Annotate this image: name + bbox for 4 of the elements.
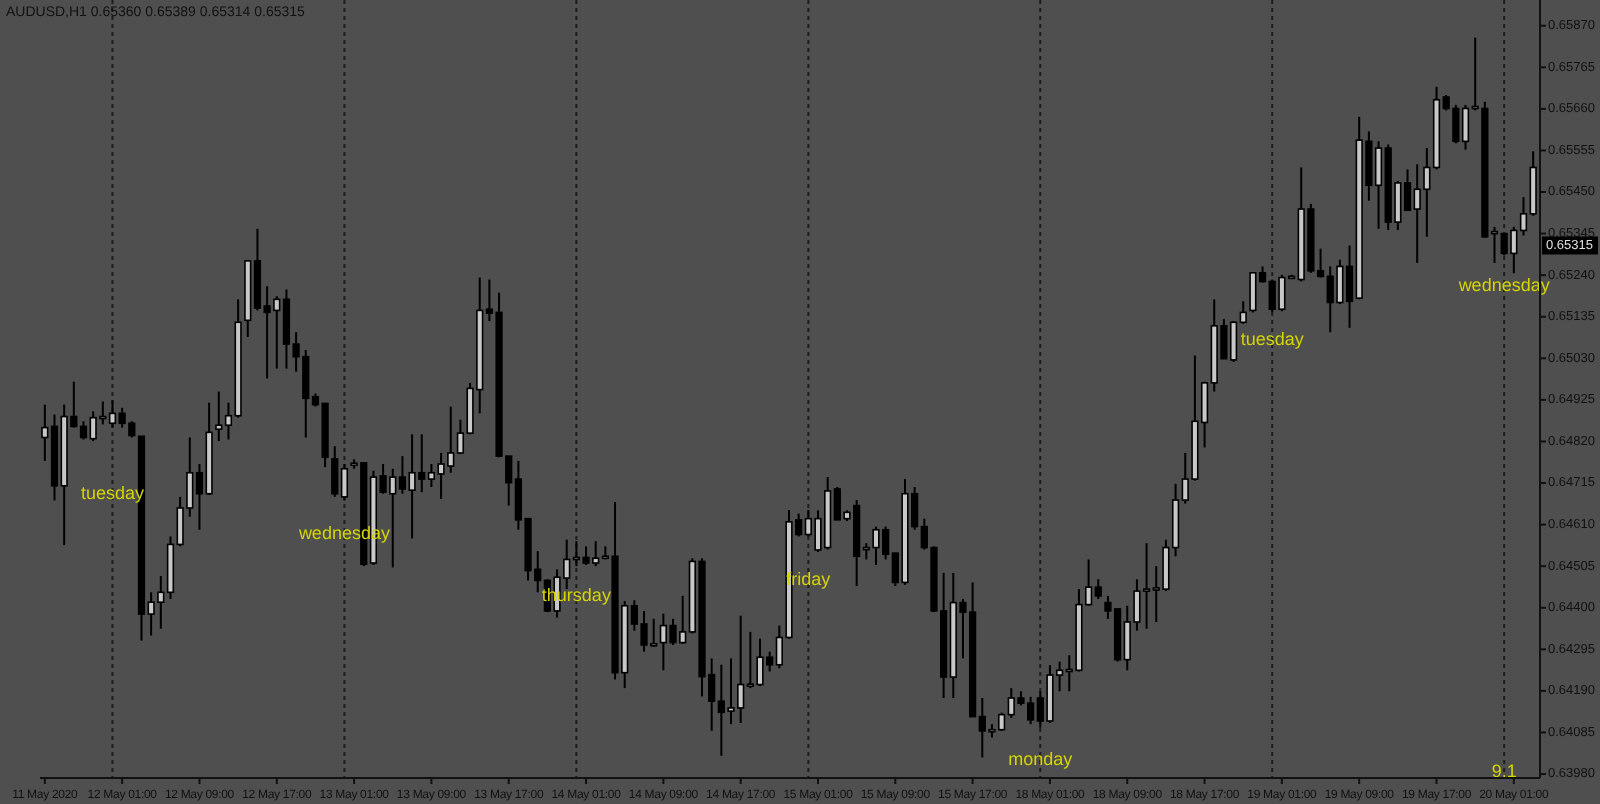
annotation: 9.1 — [1491, 760, 1517, 781]
annotation: monday — [1008, 748, 1074, 769]
annotation: tuesday — [1240, 328, 1305, 349]
annotation: wednesday — [1456, 274, 1551, 295]
